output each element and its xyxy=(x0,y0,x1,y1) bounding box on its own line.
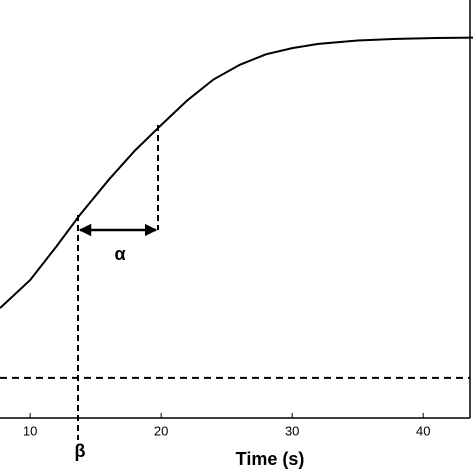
x-tick-label: 30 xyxy=(285,423,299,438)
beta-label: β xyxy=(75,441,86,461)
curve xyxy=(0,36,473,309)
alpha-label: α xyxy=(114,244,125,264)
x-axis-label: Time (s) xyxy=(236,449,305,469)
x-tick-label: 20 xyxy=(154,423,168,438)
x-tick-label: 40 xyxy=(416,423,430,438)
x-tick-label: 10 xyxy=(23,423,37,438)
